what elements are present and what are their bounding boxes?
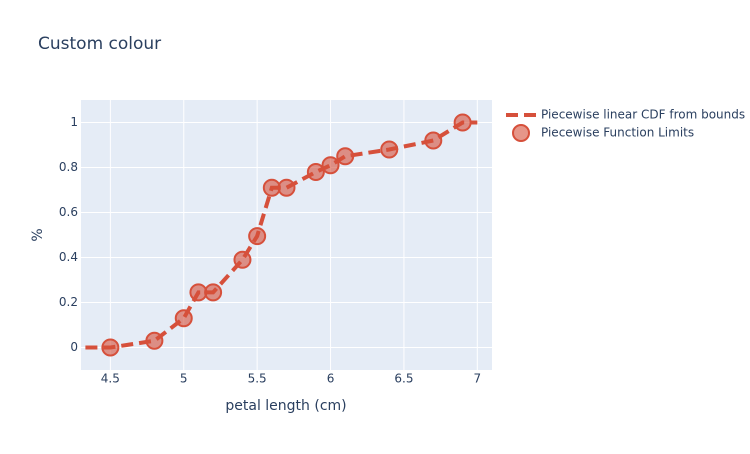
point bbox=[248, 227, 267, 246]
point bbox=[380, 140, 399, 159]
point bbox=[174, 309, 193, 328]
point bbox=[321, 156, 340, 175]
point bbox=[262, 178, 281, 197]
point bbox=[453, 113, 472, 132]
point bbox=[277, 178, 296, 197]
legend-label: Piecewise Function Limits bbox=[541, 126, 694, 140]
x-axis-label: petal length (cm) bbox=[225, 398, 346, 414]
point bbox=[424, 131, 443, 150]
legend-marker bbox=[512, 124, 530, 142]
point bbox=[233, 250, 252, 269]
x-tick-label: 6.5 bbox=[394, 372, 413, 386]
point bbox=[101, 338, 120, 357]
y-axis-label: % bbox=[30, 228, 46, 241]
chart-title: Custom colour bbox=[38, 34, 161, 54]
point bbox=[189, 283, 208, 302]
legend-label: Piecewise linear CDF from bounds bbox=[541, 108, 745, 122]
x-tick-label: 5.5 bbox=[248, 372, 267, 386]
y-tick-label: 0.8 bbox=[59, 160, 78, 174]
legend: Piecewise linear CDF from bounds Piecewis… bbox=[506, 108, 745, 142]
y-tick-label: 0.2 bbox=[59, 295, 78, 309]
point bbox=[306, 163, 325, 181]
point bbox=[336, 147, 355, 166]
y-tick-label: 0 bbox=[70, 340, 78, 354]
x-tick-label: 5 bbox=[180, 372, 188, 386]
plot-area bbox=[81, 100, 492, 370]
point bbox=[204, 283, 223, 302]
x-tick-label: 6 bbox=[327, 372, 335, 386]
y-tick-label: 0.6 bbox=[59, 205, 78, 219]
x-tick-label: 7 bbox=[474, 372, 482, 386]
x-tick-label: 4.5 bbox=[101, 372, 120, 386]
marks bbox=[85, 113, 478, 357]
point bbox=[145, 331, 164, 350]
y-tick-label: 1 bbox=[70, 115, 78, 129]
y-tick-label: 0.4 bbox=[59, 250, 78, 264]
